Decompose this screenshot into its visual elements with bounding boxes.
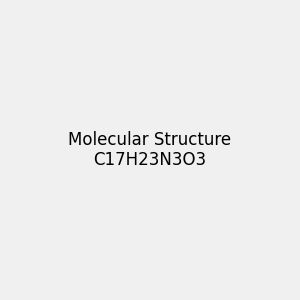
Text: Molecular Structure
C17H23N3O3: Molecular Structure C17H23N3O3 <box>68 130 232 170</box>
